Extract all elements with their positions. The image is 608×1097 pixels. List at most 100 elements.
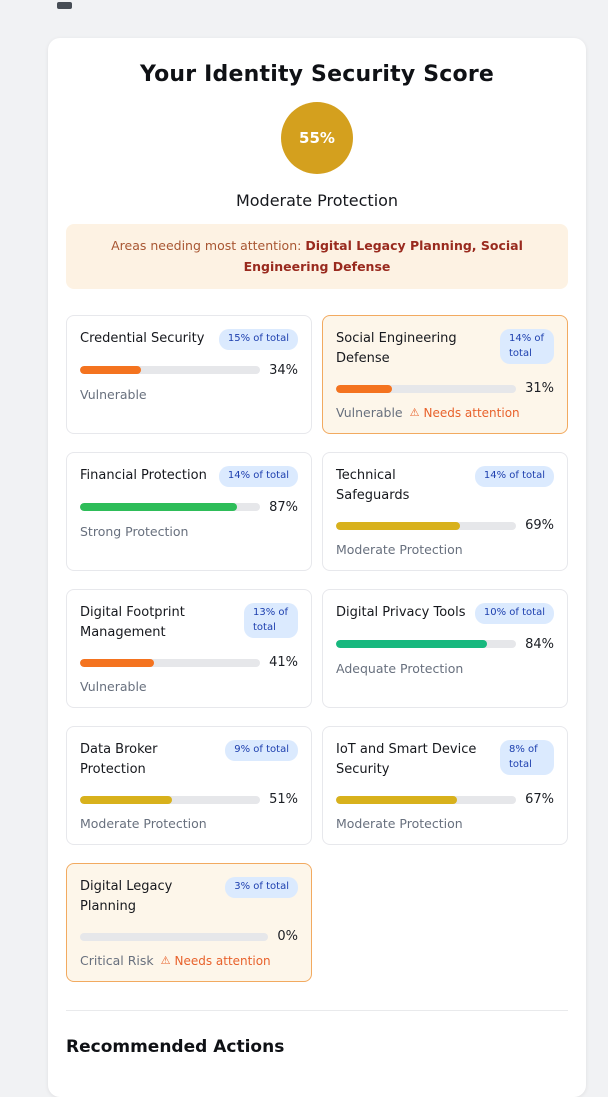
score-circle: 55% [281,102,353,174]
recommended-actions-heading: Recommended Actions [66,1037,285,1058]
status-row: Vulnerable [80,679,298,694]
progress-fill [336,640,488,649]
category-name: Credential Security [80,331,205,347]
progress-fill [336,384,392,393]
needs-attention-label: Needs attention [174,953,271,968]
needs-attention-flag: ⚠ Needs attention [161,954,271,968]
category-card-header: Data Broker Protection 9% of total [80,740,298,779]
weight-badge: 14% of total [474,466,554,487]
category-name: Data Broker Protection [80,742,158,777]
status-row: Critical Risk ⚠ Needs attention [80,953,298,968]
category-card-header: Digital Privacy Tools 10% of total [336,603,554,624]
category-card: IoT and Smart Device Security 8% of tota… [322,726,568,846]
weight-badge: 14% of total [218,466,298,487]
category-card-header: Digital Legacy Planning 3% of total [80,877,298,916]
status-label: Vulnerable [336,405,403,421]
category-card: Credential Security 15% of total 34% Vul… [66,315,312,435]
progress-bar-row: 69% [336,518,554,533]
progress-track [80,503,261,512]
category-name: Digital Legacy Planning [80,879,173,914]
status-row: Moderate Protection [336,816,554,831]
page-title: Your Identity Security Score [139,62,495,87]
weight-badge: 8% of total [500,740,554,776]
score-percent: 51% [269,792,298,808]
progress-bar-row: 0% [80,929,298,944]
category-grid: Credential Security 15% of total 34% Vul… [66,315,568,983]
status-row: Vulnerable ⚠ Needs attention [336,405,554,420]
progress-fill [80,366,142,375]
progress-track [80,932,269,941]
progress-bar-row: 41% [80,655,298,670]
category-card: Financial Protection 14% of total 87% St… [66,452,312,572]
status-label: Vulnerable [80,386,147,402]
score-value: 55% [299,129,335,147]
category-card: Data Broker Protection 9% of total 51% M… [66,726,312,846]
status-label: Vulnerable [80,679,147,695]
status-label: Moderate Protection [336,542,463,558]
status-label: Moderate Protection [336,816,463,832]
category-card-header: Credential Security 15% of total [80,329,298,350]
progress-track [336,795,517,804]
status-label: Moderate Protection [80,816,207,832]
progress-bar-row: 51% [80,792,298,807]
progress-track [336,521,517,530]
category-card-header: Technical Safeguards 14% of total [336,466,554,505]
status-row: Moderate Protection [80,816,298,831]
progress-fill [80,503,237,512]
category-name: IoT and Smart Device Security [336,742,477,777]
status-row: Adequate Protection [336,661,554,676]
status-label: Adequate Protection [336,660,464,676]
security-score-panel: Your Identity Security Score 55% Moderat… [48,38,586,1097]
progress-fill [336,521,461,530]
category-card-header: Digital Footprint Management 13% of tota… [80,603,298,642]
progress-bar-row: 67% [336,792,554,807]
weight-badge: 14% of total [500,329,554,365]
progress-bar-row: 84% [336,637,554,652]
warning-icon: ⚠ [409,406,420,420]
category-card-header: Social Engineering Defense 14% of total [336,329,554,368]
progress-track [336,384,517,393]
weight-badge: 15% of total [218,329,298,350]
score-percent: 31% [525,381,554,397]
section-divider [66,1010,568,1012]
attention-alert: Areas needing most attention: Digital Le… [66,224,568,290]
weight-badge: 3% of total [225,877,298,898]
status-label: Strong Protection [80,523,189,539]
category-name: Digital Footprint Management [80,605,185,640]
category-card: Digital Privacy Tools 10% of total 84% A… [322,589,568,709]
score-label: Moderate Protection [235,191,399,210]
alert-areas: Digital Legacy Planning, Social Engineer… [243,238,523,274]
weight-badge: 13% of total [244,603,298,639]
category-name: Digital Privacy Tools [336,605,466,621]
score-percent: 67% [525,792,554,808]
status-row: Strong Protection [80,524,298,539]
progress-track [80,795,261,804]
score-percent: 84% [525,636,554,652]
progress-bar-row: 87% [80,500,298,515]
category-name: Financial Protection [80,468,207,484]
weight-badge: 10% of total [474,603,554,624]
score-percent: 41% [269,655,298,671]
progress-track [336,640,517,649]
clipped-content-artifact [57,2,72,9]
category-card: Technical Safeguards 14% of total 69% Mo… [322,452,568,572]
score-percent: 0% [277,929,298,945]
score-percent: 69% [525,518,554,534]
progress-fill [80,658,154,667]
alert-prefix: Areas needing most attention: [111,238,306,253]
progress-bar-row: 34% [80,363,298,378]
progress-fill [336,795,457,804]
category-card: Social Engineering Defense 14% of total … [322,315,568,435]
progress-track [80,366,261,375]
status-label: Critical Risk [80,953,154,969]
status-row: Vulnerable [80,387,298,402]
warning-icon: ⚠ [160,954,171,968]
category-card: Digital Legacy Planning 3% of total 0% C… [66,863,312,983]
category-card-header: IoT and Smart Device Security 8% of tota… [336,740,554,779]
category-name: Technical Safeguards [336,468,410,503]
score-percent: 34% [269,362,298,378]
status-row: Moderate Protection [336,542,554,557]
score-percent: 87% [269,499,298,515]
needs-attention-flag: ⚠ Needs attention [410,406,520,420]
weight-badge: 9% of total [225,740,298,761]
